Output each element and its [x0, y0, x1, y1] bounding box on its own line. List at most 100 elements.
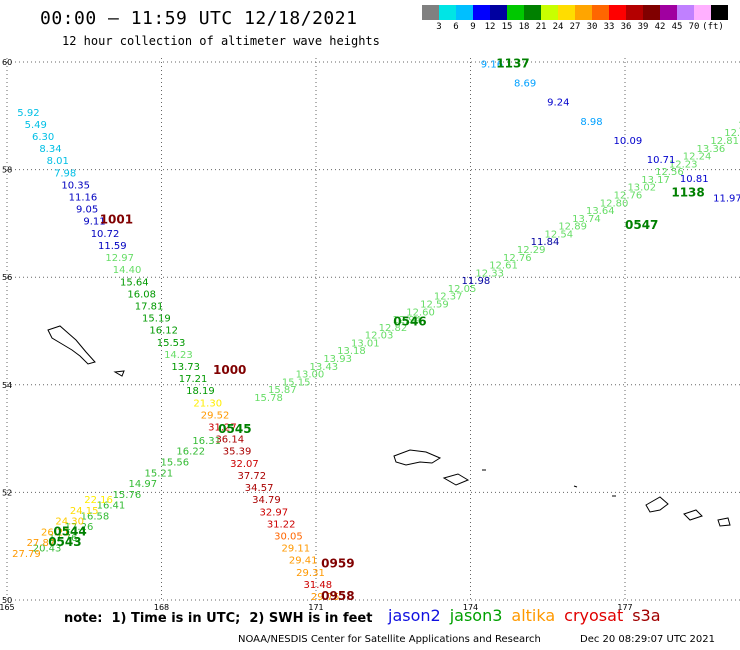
color-swatch: [609, 5, 626, 20]
wave-height-value: 24.15: [70, 506, 99, 517]
x-tick-label: 174: [463, 603, 478, 612]
wave-height-value: 27.79: [12, 549, 41, 560]
x-tick-label: 168: [154, 603, 169, 612]
axis-labels: 165 168 171 174 177 60 58 56 54 52 50: [0, 58, 633, 612]
wave-height-value: 29.75: [311, 592, 340, 603]
legend-jason2: jason2: [388, 606, 441, 625]
wave-height-value: 12.60: [406, 307, 435, 318]
wave-height-value: 9.05: [76, 205, 98, 216]
pass-id: 0545: [218, 422, 251, 436]
y-tick-label: 60: [2, 58, 12, 67]
x-tick-label: 177: [617, 603, 632, 612]
wave-height-value: 36.14: [215, 435, 244, 446]
wave-height-value: 12.81: [710, 136, 739, 147]
wave-height-value: 12.24: [683, 152, 712, 163]
y-tick-label: 56: [2, 273, 12, 282]
wave-height-value: 13.00: [296, 370, 325, 381]
footer-credit: NOAA/NESDIS Center for Satellite Applica…: [238, 634, 541, 645]
pass-id: 1138: [671, 186, 704, 200]
wave-height-value: 27.87: [27, 538, 56, 549]
pass-id: 0958: [321, 589, 354, 603]
wave-height-value: 34.57: [245, 483, 274, 494]
pass-id: 1000: [213, 363, 246, 377]
color-scale-tick: 45: [671, 22, 683, 32]
wave-height-value: 31.27: [208, 423, 237, 434]
wave-height-value: 32.07: [230, 459, 259, 470]
wave-height-value: 31.48: [304, 580, 333, 591]
satellite-legend: jason2 jason3 altika cryosat s3a: [388, 606, 670, 625]
wave-height-value: 8.69: [514, 79, 536, 90]
color-swatch: [626, 5, 643, 20]
wave-height-value: 12.54: [544, 229, 573, 240]
wave-height-value: 12.76: [503, 253, 532, 264]
wave-height-value: 16.12: [149, 326, 178, 337]
color-swatch: [711, 5, 728, 20]
wave-height-value: 6.30: [32, 132, 54, 143]
color-scale-tick: 6: [453, 22, 459, 32]
pass-id: 0546: [393, 315, 426, 329]
coastline-dot-2: [573, 485, 578, 488]
legend-jason3: jason3: [449, 606, 503, 625]
wave-height-value: 14.97: [129, 479, 158, 490]
color-swatch: [439, 5, 456, 20]
color-scale-tick: 36: [620, 22, 632, 32]
color-swatch: [592, 5, 609, 20]
wave-height-value: 8.01: [47, 156, 69, 167]
color-swatch: [677, 5, 694, 20]
wave-height-value: 5.49: [25, 120, 47, 131]
coastline-islands-mid-2: [442, 473, 470, 486]
coastline-island-small: [113, 370, 125, 377]
color-swatch: [660, 5, 677, 20]
y-tick-label: 52: [2, 488, 12, 497]
coastline-islands-mid: [393, 449, 442, 466]
wave-height-value: 32.97: [259, 507, 288, 518]
wave-height-value: 11.84: [531, 237, 560, 248]
wave-height-value: 16.31: [192, 436, 221, 447]
wave-height-value: 12.05: [448, 284, 477, 295]
color-swatch: [541, 5, 558, 20]
y-tick-label: 58: [2, 166, 12, 175]
wave-height-value: 10.09: [614, 136, 643, 147]
wave-height-value: 16.22: [176, 447, 205, 458]
wave-height-value: 31.22: [267, 519, 296, 530]
color-scale-tick: 27: [569, 22, 581, 32]
page-title: 00:00 – 11:59 UTC 12/18/2021: [40, 8, 358, 29]
wave-height-value: 12.76: [614, 190, 643, 201]
wave-height-value: 10.35: [61, 180, 90, 191]
coastline-island-north: [47, 325, 96, 365]
wave-height-value: 12.94: [392, 315, 421, 326]
wave-height-value: 13.73: [171, 362, 200, 373]
wave-height-value: 15.56: [160, 458, 189, 469]
wave-height-value: 17.81: [135, 301, 164, 312]
coastline-islands-east: [645, 496, 669, 513]
color-scale-tick: 15: [501, 22, 513, 32]
wave-height-value: 12.23: [669, 159, 698, 170]
wave-height-value: 13.43: [309, 362, 338, 373]
wave-height-value: 17.21: [179, 374, 208, 385]
pass-id: 1001: [100, 212, 133, 226]
color-scale-tick: 24: [552, 22, 564, 32]
wave-height-value: 18.19: [186, 386, 215, 397]
wave-height-value: 8.34: [39, 144, 61, 155]
wave-height-value: 12.33: [475, 268, 504, 279]
wave-height-value: 29.31: [296, 568, 325, 579]
wave-height-value: 12.61: [489, 261, 518, 272]
wave-height-value: 12.37: [434, 292, 463, 303]
wave-height-value: 12.56: [655, 167, 684, 178]
wave-height-value: 29.52: [201, 410, 230, 421]
color-scale-tick: 18: [518, 22, 530, 32]
wave-height-value: 9.24: [547, 98, 569, 109]
pass-id: 1137: [496, 56, 529, 70]
coastline-islands-east-2: [683, 509, 703, 521]
wave-height-value: 34.79: [252, 495, 281, 506]
color-swatch: [456, 5, 473, 20]
wave-height-value: 24.30: [55, 517, 84, 528]
pass-id: 0959: [321, 557, 354, 571]
color-scale-tick: 70: [688, 22, 700, 32]
color-scale-unit: (ft): [702, 22, 724, 32]
color-scale-tick: 33: [603, 22, 615, 32]
color-scale-tick: 21: [535, 22, 547, 32]
color-scale-tick: 12: [484, 22, 496, 32]
coastline-islands-east-3: [717, 517, 731, 527]
